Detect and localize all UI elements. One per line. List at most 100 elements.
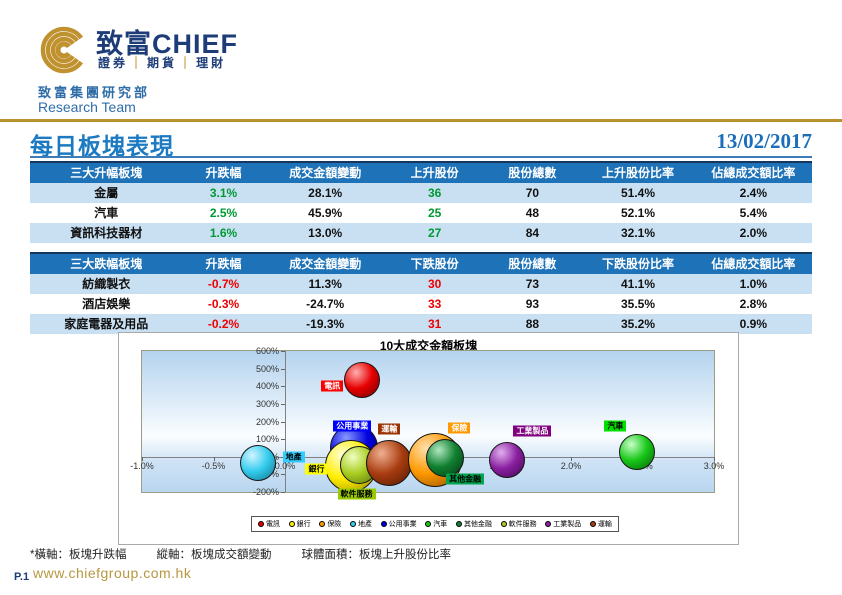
- bubble-label-工業製品: 工業製品: [513, 425, 552, 437]
- x-tick-mark: [571, 456, 572, 461]
- bubble-運輸: [366, 439, 413, 486]
- value-cell: 35.2%: [620, 317, 655, 331]
- legend-dot-icon: [258, 521, 264, 527]
- x-tick-label: 3.0%: [703, 460, 725, 471]
- legend-label: 保險: [327, 521, 342, 528]
- bubble-label-軟件服務: 軟件服務: [337, 488, 376, 500]
- legend-item-其他金融: 其他金融: [455, 519, 492, 529]
- tagline-part: 理財: [196, 56, 227, 70]
- chart-title: 10大成交金額板塊: [379, 339, 478, 353]
- sector-name-cell: 家庭電器及用品: [64, 317, 149, 331]
- y-tick-label: 300%: [255, 398, 279, 409]
- footnote-part: *橫軸：板塊升跌幅: [30, 549, 127, 561]
- bubble-label-保險: 保險: [448, 422, 471, 434]
- y-tick-mark: [281, 368, 285, 370]
- legend-label: 銀行: [296, 521, 311, 528]
- sector-name-cell: 汽車: [94, 206, 119, 220]
- chief-logo-icon: [40, 26, 84, 74]
- legend-label: 運輸: [597, 521, 612, 528]
- value-cell: -19.3%: [306, 317, 345, 331]
- value-cell: 45.9%: [308, 206, 343, 220]
- value-cell: 93: [525, 297, 540, 311]
- value-cell: 33: [427, 297, 442, 311]
- column-header: 下跌股份比率: [601, 257, 674, 271]
- chart-plot-area: 600%500%400%300%200%100%0%-100%-200%-1.0…: [130, 346, 724, 500]
- y-tick-mark: [281, 421, 285, 423]
- table-row: 家庭電器及用品 -0.2% -19.3% 31 88 35.2% 0.9%: [30, 314, 812, 334]
- table-header-row: 三大升幅板塊 升跌幅 成交金額變動 上升股份 股份總數 上升股份比率 佔總成交額比率: [30, 161, 812, 183]
- value-cell: 1.0%: [739, 277, 767, 291]
- table-row: 資訊科技器材 1.6% 13.0% 27 84 32.1% 2.0%: [30, 223, 812, 243]
- y-tick-mark: [281, 439, 285, 441]
- chart-footnote: *橫軸：板塊升跌幅 縱軸：板塊成交額變動 球體面積：板塊上升股份比率: [30, 546, 481, 562]
- bubble-label-運輸: 運輸: [378, 423, 401, 435]
- logo-latin: CHIEF: [152, 29, 238, 59]
- legend-label: 其他金融: [463, 521, 492, 528]
- value-cell: 32.1%: [620, 226, 655, 240]
- legend-dot-icon: [455, 521, 462, 527]
- value-cell: -0.2%: [207, 317, 240, 331]
- legend-item-地產: 地產: [349, 519, 372, 529]
- value-cell: 11.3%: [308, 277, 342, 291]
- value-cell: 3.1%: [209, 186, 238, 200]
- column-header: 下跌股份: [410, 257, 459, 271]
- table-row: 紡織製衣 -0.7% 11.3% 30 73 41.1% 1.0%: [30, 274, 812, 294]
- top-losers-table: 三大跌幅板塊 升跌幅 成交金額變動 下跌股份 股份總數 下跌股份比率 佔總成交額比率 紡織製衣…: [30, 252, 812, 334]
- table-row: 金屬 3.1% 28.1% 36 70 51.4% 2.4%: [30, 183, 812, 203]
- column-header: 成交金額變動: [289, 166, 362, 180]
- sector-name-cell: 金屬: [94, 186, 119, 200]
- value-cell: -0.3%: [207, 297, 240, 311]
- chart-legend: 電訊 銀行 保險 地產 公用事業 汽車 其他金融 軟件服務 工業製品 運輸: [251, 516, 619, 532]
- y-tick-mark: [281, 351, 285, 352]
- y-tick-label: 200%: [255, 416, 279, 427]
- sector-name-cell: 資訊科技器材: [70, 226, 143, 240]
- value-cell: 13.0%: [308, 226, 343, 240]
- value-cell: 2.0%: [739, 226, 767, 240]
- legend-item-公用事業: 公用事業: [380, 519, 417, 529]
- bubble-label-其他金融: 其他金融: [446, 473, 485, 485]
- table-header-row: 三大跌幅板塊 升跌幅 成交金額變動 下跌股份 股份總數 下跌股份比率 佔總成交額比率: [30, 252, 812, 274]
- legend-label: 汽車: [433, 521, 448, 528]
- logo-cjk: 致富: [96, 29, 152, 59]
- bubble-工業製品: [488, 441, 525, 478]
- legend-dot-icon: [425, 521, 432, 527]
- column-header: 三大跌幅板塊: [70, 257, 143, 271]
- value-cell: 27: [427, 226, 442, 240]
- value-cell: 88: [525, 317, 540, 331]
- title-underline: [30, 156, 812, 158]
- legend-item-保險: 保險: [319, 519, 341, 529]
- y-tick-mark: [281, 386, 285, 388]
- legend-dot-icon: [589, 521, 596, 527]
- sector-name-cell: 酒店娛樂: [82, 297, 131, 311]
- legend-item-工業製品: 工業製品: [545, 519, 581, 529]
- value-cell: 25: [427, 206, 442, 220]
- tagline-separator: ｜: [130, 56, 146, 70]
- tagline-part: 期貨: [147, 56, 178, 70]
- value-cell: 31: [427, 317, 442, 331]
- value-cell: 52.1%: [620, 206, 655, 220]
- legend-dot-icon: [319, 521, 326, 527]
- legend-label: 地產: [357, 521, 372, 528]
- y-tick-label: 600%: [255, 346, 279, 356]
- department-name-cjk: 致富集團研究部: [38, 85, 151, 100]
- sector-name-cell: 紡織製衣: [82, 277, 131, 291]
- y-tick-mark: [281, 492, 285, 493]
- chief-logo-wordmark: 致富CHIEF: [96, 22, 238, 61]
- column-header: 升跌幅: [205, 257, 242, 271]
- value-cell: 1.6%: [209, 226, 238, 240]
- x-tick-mark: [142, 456, 143, 461]
- website-link[interactable]: www.chiefgroup.com.hk: [33, 565, 192, 581]
- logo-tagline: 證券｜期貨｜理財: [98, 54, 226, 71]
- column-header: 成交金額變動: [289, 257, 362, 271]
- y-tick-label: 100%: [255, 434, 279, 445]
- value-cell: 51.4%: [620, 186, 655, 200]
- y-tick-label: 400%: [255, 381, 279, 392]
- legend-label: 電訊: [266, 521, 280, 528]
- x-tick-label: 2.0%: [560, 460, 582, 471]
- column-header: 股份總數: [508, 166, 557, 180]
- bubble-label-公用事業: 公用事業: [333, 420, 372, 432]
- top-gainers-table: 三大升幅板塊 升跌幅 成交金額變動 上升股份 股份總數 上升股份比率 佔總成交額比率金屬 3.…: [30, 161, 812, 243]
- legend-item-銀行: 銀行: [288, 519, 311, 529]
- y-tick-label: 500%: [255, 363, 279, 374]
